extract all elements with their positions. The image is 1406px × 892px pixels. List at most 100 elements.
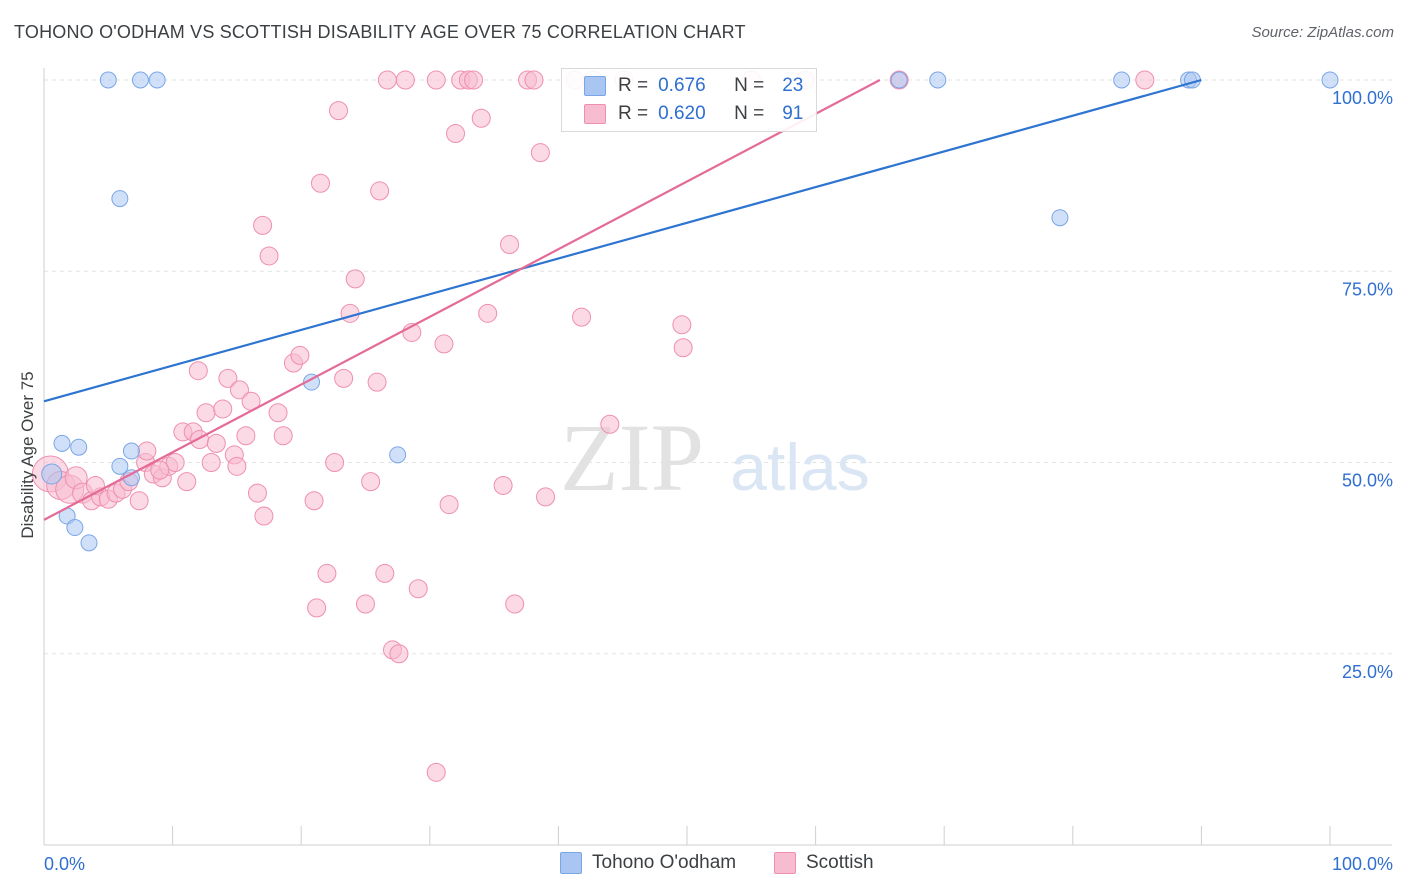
legend-r-label: R = — [618, 75, 649, 96]
x-tick-label: 100.0% — [1332, 854, 1393, 874]
scottish-point — [213, 399, 233, 419]
legend-swatch-tohono — [584, 76, 606, 96]
scottish-point — [536, 487, 556, 507]
scottish-point — [375, 563, 395, 583]
scottish-point — [273, 426, 293, 446]
scottish-point — [478, 303, 498, 323]
scottish-point — [572, 307, 592, 327]
axis-layer — [43, 68, 1392, 846]
source-label: Source: ZipAtlas.com — [1251, 24, 1394, 41]
y-tick-label: 75.0% — [1342, 279, 1393, 299]
bottom-legend-label-scottish: Scottish — [806, 852, 874, 873]
tohono-point — [111, 457, 129, 475]
scottish-point — [446, 124, 466, 144]
bottom-legend-label-tohono: Tohono O'odham — [592, 852, 737, 873]
scottish-point — [1135, 70, 1155, 90]
tohono-point — [80, 534, 98, 552]
tohono-trend-line — [43, 78, 1202, 403]
bottom-legend-scottish: Scottish — [774, 852, 874, 874]
bottom-legend-tohono: Tohono O'odham — [560, 852, 736, 874]
y-axis-label: Disability Age Over 75 — [18, 371, 37, 539]
tohono-point — [111, 190, 129, 208]
scottish-point — [188, 361, 208, 381]
watermark: ZIP atlas — [560, 404, 870, 511]
scottish-point — [370, 181, 390, 201]
bottom-legend-swatch-tohono — [560, 852, 582, 874]
scottish-point — [439, 495, 459, 515]
legend-n-value-tohono: 23 — [782, 75, 804, 96]
scottish-point — [290, 345, 310, 365]
scottish-point — [471, 108, 491, 128]
scottish-point — [268, 403, 288, 423]
tick-label-layer: 100.0% 75.0% 50.0% 25.0% 0.0% 100.0% — [44, 88, 1393, 874]
scottish-point — [247, 483, 267, 503]
scottish-point — [317, 563, 337, 583]
legend-n-value-scottish: 91 — [782, 103, 804, 124]
x-tick-label: 0.0% — [44, 854, 85, 874]
watermark-zip: ZIP — [560, 404, 704, 511]
tohono-point — [1321, 71, 1339, 89]
scottish-point — [408, 579, 428, 599]
scottish-point — [505, 594, 525, 614]
scottish-point — [236, 426, 256, 446]
scottish-point — [434, 334, 454, 354]
legend-n-label: N = — [734, 75, 765, 96]
scottish-point — [524, 70, 544, 90]
scottish-point — [672, 315, 692, 335]
tohono-point — [53, 434, 71, 452]
tohono-point — [1113, 71, 1131, 89]
scottish-point — [377, 70, 397, 90]
tohono-point — [41, 463, 63, 485]
legend-row-scottish: R = 0.620 N = 91 — [584, 101, 803, 127]
scottish-point — [600, 414, 620, 434]
scottish-point — [361, 472, 381, 492]
scottish-point — [229, 380, 249, 400]
scottish-point — [177, 472, 197, 492]
scottish-point — [395, 70, 415, 90]
scottish-point — [426, 762, 446, 782]
scottish-point — [190, 430, 210, 450]
scottish-point — [254, 506, 274, 526]
scottish-point — [325, 453, 345, 472]
legend-r-label: R = — [618, 103, 649, 124]
scottish-point — [201, 453, 221, 472]
scottish-point — [227, 456, 247, 476]
legend-row-tohono: R = 0.676 N = 23 — [584, 73, 803, 99]
scottish-point — [259, 246, 279, 266]
tohono-point — [148, 71, 166, 89]
tohono-point — [122, 442, 140, 460]
bottom-legend-swatch-scottish — [774, 852, 796, 874]
tohono-point — [890, 71, 908, 89]
scottish-point — [253, 215, 273, 235]
scottish-point — [218, 368, 238, 388]
scottish-point — [389, 644, 409, 664]
scottish-point — [165, 453, 185, 472]
y-tick-label: 25.0% — [1342, 662, 1393, 682]
scottish-point — [129, 491, 149, 511]
scottish-point — [464, 70, 484, 90]
tohono-point — [99, 71, 117, 89]
scottish-point — [367, 372, 387, 392]
scottish-point — [206, 433, 226, 453]
y-tick-label: 100.0% — [1332, 88, 1393, 108]
scottish-point — [150, 460, 170, 480]
scottish-point — [196, 403, 216, 423]
scottish-point — [500, 234, 520, 254]
scottish-point — [345, 269, 365, 289]
scottish-point — [334, 368, 354, 388]
scottish-point — [340, 303, 360, 323]
scottish-point — [304, 491, 324, 511]
watermark-atlas: atlas — [730, 430, 869, 504]
tohono-point — [70, 438, 88, 456]
scottish-point — [356, 594, 375, 614]
scottish-point — [328, 101, 348, 121]
scottish-point — [137, 441, 157, 461]
scottish-point — [426, 70, 446, 90]
chart-title: TOHONO O'ODHAM VS SCOTTISH DISABILITY AG… — [14, 22, 746, 42]
tohono-point — [929, 71, 947, 89]
y-tick-label: 50.0% — [1342, 471, 1393, 491]
correlation-legend: R = 0.676 N = 23 R = 0.620 N = 91 — [561, 68, 817, 132]
legend-r-value-scottish: 0.620 — [658, 103, 706, 124]
scottish-point — [307, 598, 327, 618]
